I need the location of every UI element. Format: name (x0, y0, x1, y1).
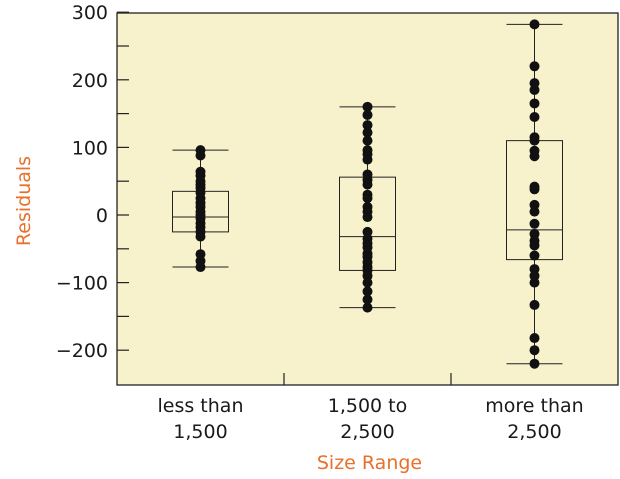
data-point (529, 206, 540, 217)
y-tick-label: −100 (56, 273, 108, 295)
y-tick-label: 100 (72, 137, 108, 159)
data-point (362, 101, 373, 112)
y-tick-label: 0 (96, 205, 108, 227)
y-tick-label: 300 (72, 2, 108, 24)
y-tick-label: −200 (56, 340, 108, 362)
data-point (362, 277, 373, 288)
data-point (529, 218, 540, 229)
data-points (195, 19, 540, 369)
data-point (362, 193, 373, 204)
data-point (362, 120, 373, 131)
category-label-line2: 2,500 (340, 421, 394, 443)
category-label-line2: 2,500 (507, 421, 561, 443)
data-point (529, 61, 540, 72)
data-point (362, 286, 373, 297)
data-point (362, 294, 373, 305)
category-label-line2: 1,500 (173, 421, 227, 443)
category-label-line1: less than (158, 395, 244, 417)
data-point (362, 127, 373, 138)
data-point (362, 212, 373, 223)
data-point (529, 135, 540, 146)
x-axis-title: Size Range (317, 452, 422, 474)
data-point (362, 135, 373, 146)
data-point (529, 84, 540, 95)
y-axis-title: Residuals (13, 156, 35, 246)
x-axis (283, 373, 452, 385)
category-labels: less than 1,500 1,500 to 2,500 more than 2,50… (158, 395, 584, 443)
data-point (529, 333, 540, 344)
data-point (529, 345, 540, 356)
data-point (195, 262, 206, 273)
data-point (195, 150, 206, 161)
data-point (362, 179, 373, 190)
data-point (529, 111, 540, 122)
data-point (529, 299, 540, 310)
data-point (195, 231, 206, 242)
data-point (529, 250, 540, 261)
data-point (529, 19, 540, 30)
category-label-line1: 1,500 to (328, 395, 408, 417)
data-point (529, 240, 540, 251)
data-point (529, 358, 540, 369)
data-point (362, 302, 373, 313)
category-label-line1: more than (485, 395, 583, 417)
data-point (529, 277, 540, 288)
data-point (362, 154, 373, 165)
data-point (529, 151, 540, 162)
y-tick-label: 200 (72, 70, 108, 92)
data-point (529, 184, 540, 195)
data-point (362, 109, 373, 120)
y-axis: −200 −100 0 100 200 300 (56, 2, 129, 362)
data-point (529, 98, 540, 109)
